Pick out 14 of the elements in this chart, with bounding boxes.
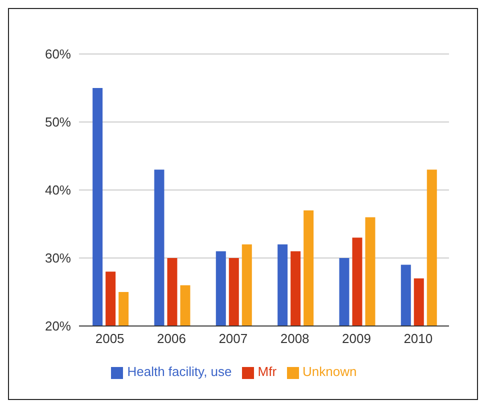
x-tick-label: 2006: [157, 331, 186, 346]
y-tick-label: 60%: [44, 46, 72, 62]
legend-label: Health facility, use: [127, 364, 232, 379]
y-tick-label: 30%: [44, 250, 72, 266]
legend-label: Mfr: [258, 364, 277, 379]
x-tick-label: 2009: [342, 331, 371, 346]
legend-label: Unknown: [302, 364, 357, 379]
y-tick-label: 50%: [44, 114, 72, 130]
y-tick-label: 20%: [44, 318, 72, 334]
x-tick-label: 2008: [280, 331, 310, 346]
x-tick-label: 2005: [95, 331, 124, 346]
x-tick-label: 2010: [404, 331, 433, 346]
y-tick-label: 40%: [44, 182, 72, 198]
x-tick-label: 2007: [218, 331, 248, 346]
